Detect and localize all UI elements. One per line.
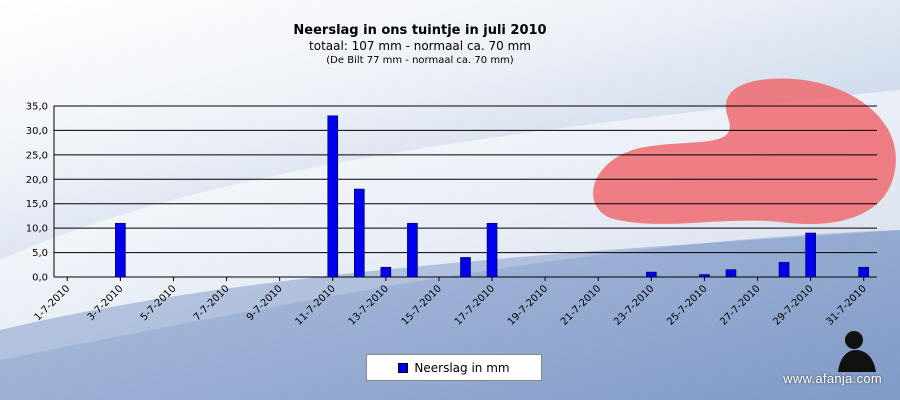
y-tick-label: 10,0 <box>26 224 48 235</box>
x-tick-label: 29-7-2010 <box>771 283 815 327</box>
y-tick-label: 30,0 <box>26 126 48 137</box>
chart-subtitle-2: (De Bilt 77 mm - normaal ca. 70 mm) <box>326 55 514 66</box>
watermark: www.afanja.com <box>783 371 882 386</box>
bar <box>805 232 816 278</box>
x-tick-label: 13-7-2010 <box>347 283 391 327</box>
heart-shape <box>593 78 896 225</box>
legend-swatch <box>398 362 409 373</box>
y-tick-label: 15,0 <box>26 199 48 210</box>
bar <box>725 269 737 278</box>
chart-legend: Neerslag in mm <box>366 354 542 381</box>
legend-label: Neerslag in mm <box>414 360 510 375</box>
x-tick-label: 3-7-2010 <box>86 283 126 323</box>
bar <box>407 222 418 278</box>
x-tick-label: 23-7-2010 <box>612 283 656 327</box>
y-tick-label: 20,0 <box>26 175 48 186</box>
y-tick-label: 35,0 <box>26 102 48 113</box>
silhouette-logo <box>838 331 876 372</box>
y-tick-label: 25,0 <box>26 150 48 161</box>
y-tick-label: 0,0 <box>32 273 48 284</box>
x-tick-label: 17-7-2010 <box>453 283 497 327</box>
bar <box>858 266 870 278</box>
bar <box>486 222 498 278</box>
x-tick-label: 27-7-2010 <box>718 283 762 327</box>
bar <box>327 115 339 278</box>
x-tick-label: 31-7-2010 <box>824 283 868 327</box>
x-tick-label: 11-7-2010 <box>293 283 337 327</box>
x-tick-label: 19-7-2010 <box>506 283 550 327</box>
bar <box>460 257 471 278</box>
chart-titles: Neerslag in ons tuintje in juli 2010 tot… <box>120 22 720 67</box>
x-tick-label: 15-7-2010 <box>400 283 444 327</box>
bar <box>115 222 126 278</box>
x-tick-label: 1-7-2010 <box>33 283 73 323</box>
x-tick-label: 9-7-2010 <box>245 283 285 323</box>
x-tick-label: 7-7-2010 <box>192 283 232 323</box>
bar <box>646 271 657 278</box>
chart-subtitle: totaal: 107 mm - normaal ca. 70 mm <box>309 39 531 53</box>
bar <box>699 274 710 278</box>
x-tick-label: 25-7-2010 <box>665 283 709 327</box>
x-tick-label: 21-7-2010 <box>559 283 603 327</box>
y-tick-label: 5,0 <box>32 248 48 259</box>
bar <box>354 188 365 278</box>
chart-title: Neerslag in ons tuintje in juli 2010 <box>293 23 547 38</box>
bar <box>380 266 392 278</box>
x-tick-label: 5-7-2010 <box>139 283 179 323</box>
bar <box>778 262 790 278</box>
